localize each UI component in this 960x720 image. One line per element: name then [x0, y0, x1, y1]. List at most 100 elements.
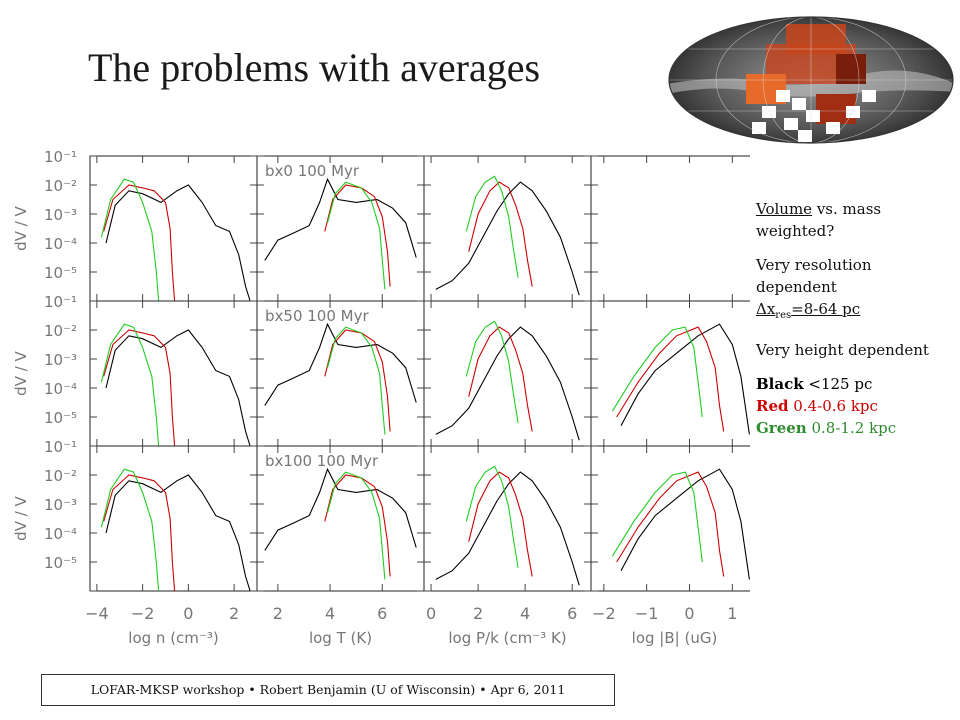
weighting-note: Volume vs. mass weighted?	[756, 198, 956, 242]
series-red	[103, 474, 176, 592]
x-tick-label: −2	[131, 604, 155, 623]
panel-frame	[590, 155, 750, 302]
legend-black-range: <125 pc	[803, 375, 873, 393]
series-green	[326, 471, 386, 580]
series-red	[616, 471, 725, 577]
series-black	[435, 326, 580, 441]
slide-title: The problems with averages	[88, 45, 541, 90]
x-tick-label: 2	[473, 604, 483, 623]
legend-red-range: 0.4-0.6 kpc	[788, 397, 878, 415]
series-black	[105, 329, 251, 447]
series-green	[326, 181, 386, 290]
series-black	[105, 184, 251, 302]
series-green	[611, 326, 703, 418]
series-green	[100, 178, 160, 302]
series-black	[264, 177, 417, 261]
footer-citation: LOFAR-MKSP workshop • Robert Benjamin (U…	[41, 674, 615, 706]
panel-frame	[590, 445, 750, 592]
series-red	[103, 329, 176, 447]
series-green	[465, 320, 519, 423]
legend-red-name: Red	[756, 397, 789, 415]
series-green	[611, 471, 703, 563]
legend-black: Black <125 pc	[756, 373, 956, 395]
series-green	[100, 323, 160, 447]
x-tick-label: 1	[727, 604, 737, 623]
y-tick-label: 10⁻⁵	[44, 554, 77, 572]
legend-black-name: Black	[756, 375, 804, 393]
y-axis-label: dV / V	[12, 350, 30, 395]
weighting-note-underlined: Volume	[756, 200, 813, 218]
series-black	[620, 468, 750, 580]
y-tick-label: 10⁻³	[44, 206, 77, 224]
series-black	[105, 474, 251, 592]
series-green	[465, 465, 519, 568]
legend-green-range: 0.8-1.2 kpc	[806, 419, 897, 437]
y-tick-label: 10⁻²	[44, 467, 77, 485]
histogram-grid: dV / V 10⁻¹ 10⁻² 10⁻³ 10⁻⁴ 10⁻⁵ bx0 100 Myr dV …	[12, 150, 750, 647]
series-black	[435, 181, 580, 296]
resolution-value: Δxres=8-64 pc	[756, 300, 861, 321]
x-tick-label: −2	[592, 604, 616, 623]
y-tick-label: 10⁻³	[44, 351, 77, 369]
x-tick-label: 0	[426, 604, 436, 623]
x-tick-label: 4	[325, 604, 335, 623]
resolution-note: Very resolution dependent Δxres=8-64 pc	[756, 254, 956, 327]
series-black	[435, 471, 580, 586]
panel-label: bx100 100 Myr	[265, 452, 379, 470]
panel-frame	[423, 155, 592, 302]
legend-green: Green 0.8-1.2 kpc	[756, 417, 956, 439]
series-red	[468, 471, 533, 577]
y-tick-label: 10⁻⁴	[44, 380, 77, 398]
series-green	[100, 468, 160, 592]
x-tick-label: −1	[635, 604, 659, 623]
sky-map-image	[668, 16, 954, 144]
y-tick-label: 10⁻⁴	[44, 525, 77, 543]
series-green	[326, 326, 386, 435]
x-tick-label: 4	[520, 604, 530, 623]
notes-panel: Volume vs. mass weighted? Very resolutio…	[756, 198, 956, 439]
legend-green-name: Green	[756, 419, 807, 437]
height-note: Very height dependent	[756, 341, 929, 359]
series-red	[103, 184, 176, 302]
y-axis-label: dV / V	[12, 495, 30, 540]
x-axis-label: log P/k (cm⁻³ K)	[448, 629, 566, 647]
y-tick-label: 10⁻¹	[44, 293, 77, 311]
y-tick-label: 10⁻⁴	[44, 235, 77, 253]
legend-red: Red 0.4-0.6 kpc	[756, 395, 956, 417]
y-tick-label: 10⁻²	[44, 322, 77, 340]
y-tick-label: 10⁻¹	[44, 150, 77, 166]
resolution-note-text: Very resolution dependent	[756, 256, 872, 296]
resolution-range: =8-64 pc	[791, 300, 861, 318]
x-tick-label: 2	[273, 604, 283, 623]
panel-label: bx50 100 Myr	[265, 307, 369, 325]
x-tick-label: −4	[85, 604, 109, 623]
height-legend: Black <125 pc Red 0.4-0.6 kpc Green 0.8-…	[756, 373, 956, 439]
y-axis-label: dV / V	[12, 205, 30, 250]
series-black	[620, 323, 750, 435]
x-tick-label: 2	[229, 604, 239, 623]
series-red	[616, 326, 725, 432]
series-black	[264, 322, 417, 406]
x-tick-label: 0	[684, 604, 694, 623]
x-tick-label: 6	[377, 604, 387, 623]
y-tick-label: 10⁻²	[44, 177, 77, 195]
panel-label: bx0 100 Myr	[265, 162, 360, 180]
resolution-subscript: res	[775, 310, 792, 321]
x-axis-label: log n (cm⁻³)	[128, 629, 218, 647]
series-green	[465, 175, 519, 278]
series-red	[468, 326, 533, 432]
panel-frame	[423, 445, 592, 592]
y-tick-label: 10⁻¹	[44, 438, 77, 456]
resolution-delta: Δx	[756, 300, 776, 318]
panel-frame	[590, 300, 750, 447]
y-tick-label: 10⁻⁵	[44, 264, 77, 282]
weighting-note-rest: vs. mass weighted?	[756, 200, 882, 240]
x-tick-label: 6	[567, 604, 577, 623]
panel-frame	[423, 300, 592, 447]
y-tick-label: 10⁻⁵	[44, 409, 77, 427]
x-axis-label: log |B| (uG)	[632, 629, 718, 647]
series-red	[468, 181, 533, 287]
x-tick-label: 0	[183, 604, 193, 623]
x-axis-label: log T (K)	[309, 629, 372, 647]
y-tick-label: 10⁻³	[44, 496, 77, 514]
